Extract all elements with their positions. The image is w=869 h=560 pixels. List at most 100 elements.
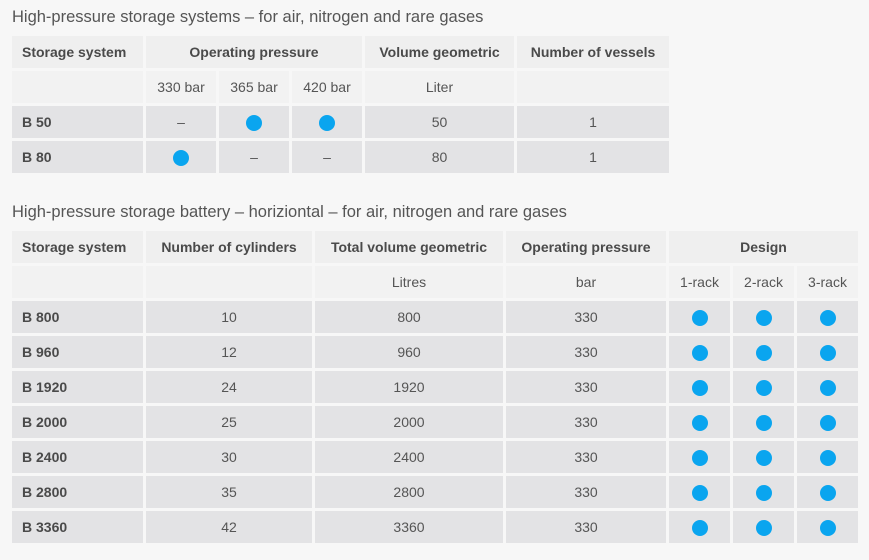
dot-icon: [691, 309, 708, 326]
unit-365-bar: 365 bar: [219, 71, 289, 103]
cell-vessels: 1: [517, 141, 670, 173]
cell-name: B 800: [12, 301, 143, 333]
cell-cylinders: 12: [146, 336, 312, 368]
header-storage-system: Storage system: [12, 231, 143, 263]
dot-icon: [691, 449, 708, 466]
cell-p420: [292, 106, 363, 138]
unit-blank: [12, 266, 143, 298]
dot-icon: [755, 519, 772, 536]
dot-icon: [755, 484, 772, 501]
unit-bar: bar: [506, 266, 666, 298]
cell-volume: 800: [315, 301, 503, 333]
dot-icon: [819, 344, 836, 361]
cell-cylinders: 30: [146, 441, 312, 473]
cell-name: B 2000: [12, 406, 143, 438]
cell-p365: [219, 106, 289, 138]
cell-volume: 1920: [315, 371, 503, 403]
header-design: Design: [669, 231, 858, 263]
table-row: B 1920 24 1920 330: [12, 371, 858, 403]
cell-pressure: 330: [506, 511, 666, 543]
storage-systems-table: Storage system Operating pressure Volume…: [9, 33, 672, 176]
cell-vessels: 1: [517, 106, 670, 138]
table-row: B 960 12 960 330: [12, 336, 858, 368]
cell-pressure: 330: [506, 476, 666, 508]
cell-rack1: [669, 441, 730, 473]
cell-volume: 2000: [315, 406, 503, 438]
table-row: B 2800 35 2800 330: [12, 476, 858, 508]
table2-caption: High-pressure storage battery – horizion…: [12, 203, 567, 221]
dot-icon: [691, 519, 708, 536]
cell-volume: 2800: [315, 476, 503, 508]
unit-liter: Liter: [365, 71, 515, 103]
cell-name: B 2400: [12, 441, 143, 473]
cell-volume: 80: [365, 141, 515, 173]
unit-litres: Litres: [315, 266, 503, 298]
cell-rack1: [669, 476, 730, 508]
cell-cylinders: 10: [146, 301, 312, 333]
cell-rack1: [669, 511, 730, 543]
cell-rack3: [797, 371, 858, 403]
table-row: B 3360 42 3360 330: [12, 511, 858, 543]
dot-icon: [819, 309, 836, 326]
cell-rack3: [797, 476, 858, 508]
dot-icon: [691, 344, 708, 361]
cell-name: B 1920: [12, 371, 143, 403]
dot-icon: [755, 309, 772, 326]
cell-cylinders: 24: [146, 371, 312, 403]
dot-icon: [246, 114, 262, 131]
cell-p365: –: [219, 141, 289, 173]
unit-420-bar: 420 bar: [292, 71, 363, 103]
header-number-of-cylinders: Number of cylinders: [146, 231, 312, 263]
table-row: B 2400 30 2400 330: [12, 441, 858, 473]
cell-p330: [146, 141, 216, 173]
cell-volume: 960: [315, 336, 503, 368]
cell-pressure: 330: [506, 371, 666, 403]
unit-blank: [517, 71, 670, 103]
cell-rack2: [733, 441, 794, 473]
cell-rack3: [797, 441, 858, 473]
dot-icon: [755, 449, 772, 466]
cell-name: B 50: [12, 106, 143, 138]
cell-pressure: 330: [506, 406, 666, 438]
cell-rack2: [733, 511, 794, 543]
table2-header-row: Storage system Number of cylinders Total…: [12, 231, 858, 263]
cell-name: B 3360: [12, 511, 143, 543]
header-operating-pressure: Operating pressure: [506, 231, 666, 263]
cell-cylinders: 25: [146, 406, 312, 438]
dot-icon: [319, 114, 335, 131]
cell-rack1: [669, 371, 730, 403]
unit-blank: [12, 71, 143, 103]
table-row: B 50– 50 1: [12, 106, 670, 138]
header-storage-system: Storage system: [12, 36, 143, 68]
cell-rack2: [733, 336, 794, 368]
cell-p420: –: [292, 141, 363, 173]
table1-unit-row: 330 bar 365 bar 420 bar Liter: [12, 71, 670, 103]
cell-name: B 960: [12, 336, 143, 368]
table-row: B 2000 25 2000 330: [12, 406, 858, 438]
table1-header-row: Storage system Operating pressure Volume…: [12, 36, 670, 68]
cell-volume: 50: [365, 106, 515, 138]
unit-blank: [146, 266, 312, 298]
unit-330-bar: 330 bar: [146, 71, 216, 103]
unit-2-rack: 2-rack: [733, 266, 794, 298]
dot-icon: [819, 449, 836, 466]
cell-pressure: 330: [506, 441, 666, 473]
cell-rack1: [669, 301, 730, 333]
cell-name: B 2800: [12, 476, 143, 508]
cell-rack3: [797, 406, 858, 438]
cell-cylinders: 42: [146, 511, 312, 543]
dot-icon: [173, 149, 189, 166]
dot-icon: [755, 379, 772, 396]
dot-icon: [819, 414, 836, 431]
unit-1-rack: 1-rack: [669, 266, 730, 298]
cell-pressure: 330: [506, 336, 666, 368]
table-row: B 800 10 800 330: [12, 301, 858, 333]
dot-icon: [691, 379, 708, 396]
cell-volume: 3360: [315, 511, 503, 543]
cell-rack2: [733, 371, 794, 403]
dot-icon: [691, 484, 708, 501]
cell-p330: –: [146, 106, 216, 138]
cell-rack2: [733, 476, 794, 508]
cell-cylinders: 35: [146, 476, 312, 508]
header-volume-geometric: Volume geometric: [365, 36, 515, 68]
